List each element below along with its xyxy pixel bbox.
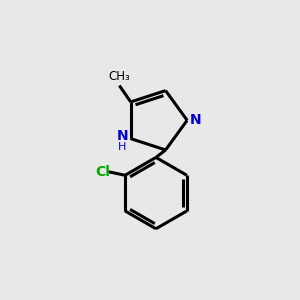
Text: CH₃: CH₃ bbox=[109, 70, 130, 83]
Text: H: H bbox=[118, 142, 127, 152]
Text: N: N bbox=[117, 129, 128, 143]
Text: Cl: Cl bbox=[95, 165, 110, 179]
Text: N: N bbox=[190, 113, 201, 127]
